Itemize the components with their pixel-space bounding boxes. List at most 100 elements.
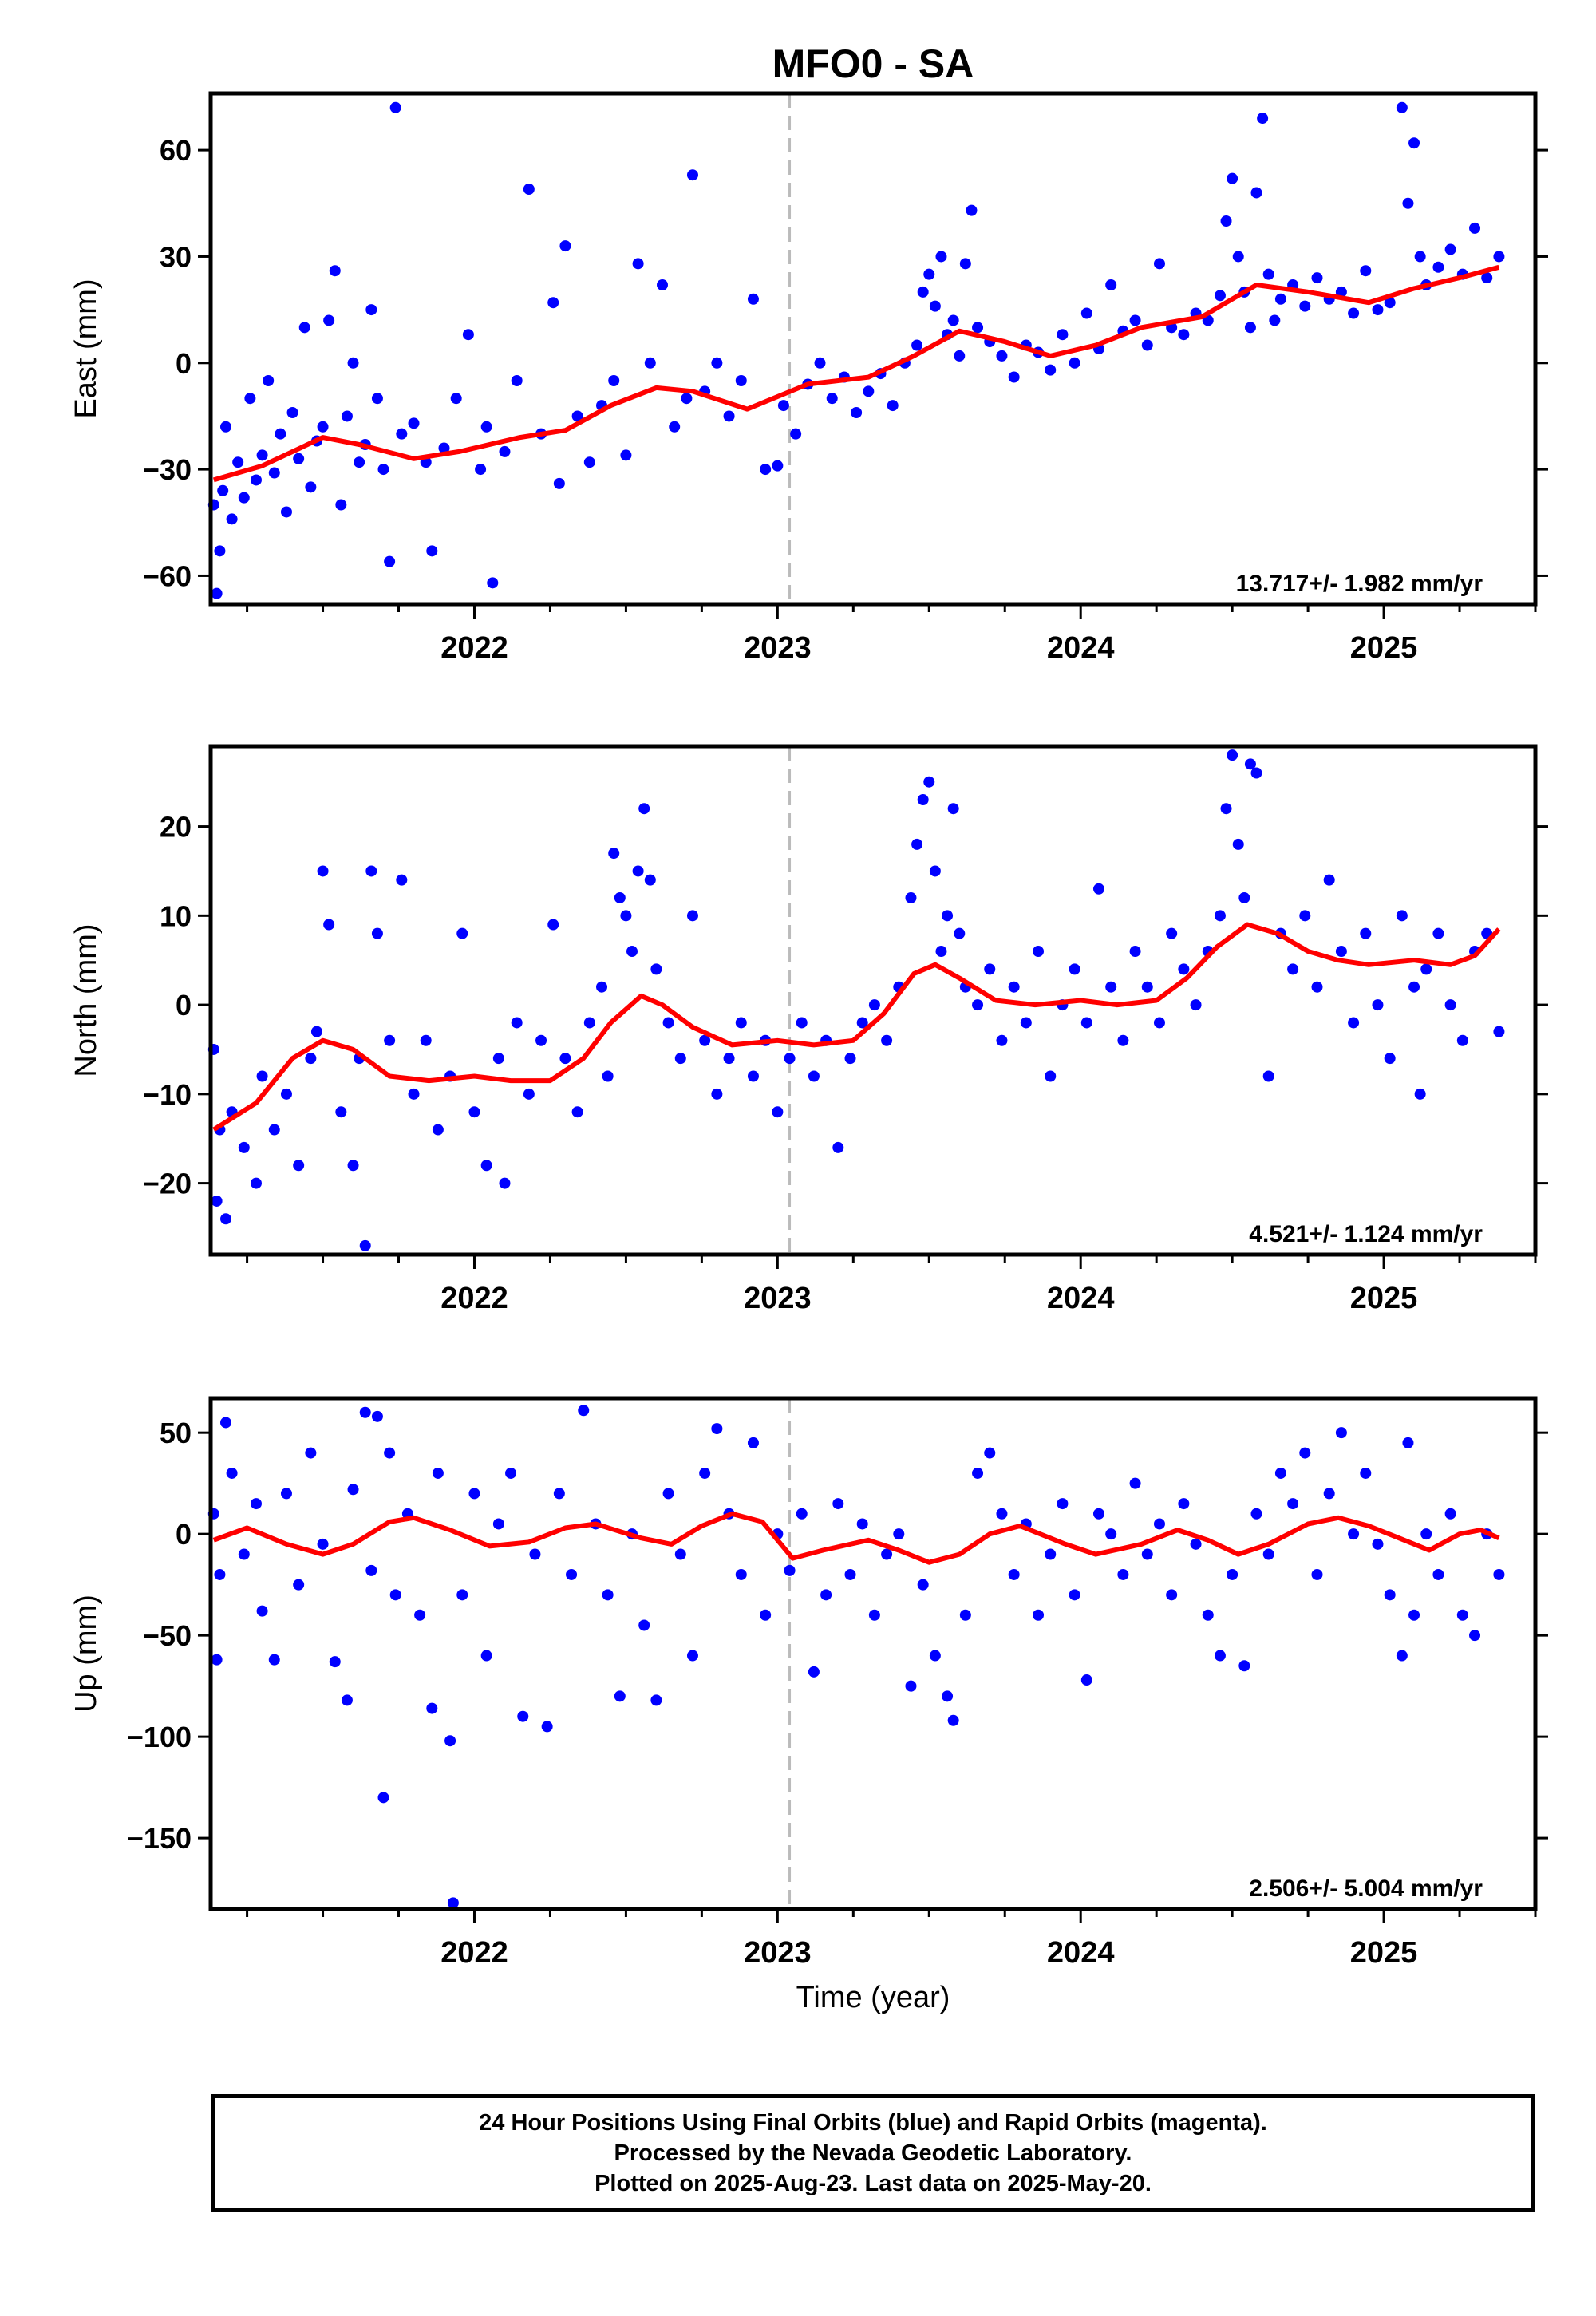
east-data-point: [681, 393, 693, 405]
north-data-point: [1250, 767, 1262, 779]
east-y-tick-label: −60: [143, 559, 192, 592]
up-data-point: [480, 1650, 492, 1662]
up-data-point: [1396, 1650, 1408, 1662]
up-data-point: [1348, 1528, 1360, 1540]
north-data-point: [1033, 946, 1045, 958]
north-data-point: [1262, 1070, 1274, 1082]
up-data-point: [517, 1710, 529, 1722]
up-data-point: [529, 1548, 541, 1560]
east-data-point: [608, 375, 620, 386]
east-data-point: [487, 577, 499, 589]
north-data-point: [335, 1106, 347, 1118]
east-data-point: [826, 393, 838, 405]
up-data-point: [760, 1609, 772, 1621]
north-data-point: [384, 1034, 396, 1046]
north-data-point: [626, 946, 638, 958]
east-data-point: [250, 474, 262, 486]
north-data-point: [1323, 874, 1335, 886]
north-data-point: [1432, 927, 1444, 939]
east-data-point: [329, 265, 341, 277]
east-data-point: [317, 421, 329, 433]
north-data-point: [238, 1141, 250, 1153]
north-data-point: [935, 946, 947, 958]
east-data-point: [644, 357, 656, 369]
up-data-point: [959, 1609, 971, 1621]
caption-line-1: 24 Hour Positions Using Final Orbits (bl…: [479, 2110, 1267, 2136]
east-data-point: [298, 322, 310, 334]
east-data-point: [711, 357, 723, 369]
north-data-point: [1129, 946, 1141, 958]
north-data-point: [662, 1017, 674, 1029]
up-data-point: [214, 1568, 226, 1580]
up-data-point: [784, 1564, 796, 1576]
up-data-point: [1262, 1548, 1274, 1560]
north-data-point: [1299, 910, 1311, 922]
north-data-point: [1493, 1026, 1505, 1037]
east-data-point: [1384, 297, 1396, 309]
east-data-point: [305, 481, 317, 493]
north-data-point: [772, 1106, 784, 1118]
up-data-point: [1456, 1609, 1468, 1621]
east-x-tick-label: 2023: [744, 631, 812, 665]
up-data-point: [371, 1410, 383, 1422]
east-data-point: [996, 350, 1008, 362]
caption-line-3: Plotted on 2025-Aug-23. Last data on 202…: [595, 2171, 1152, 2196]
east-data-point: [790, 428, 802, 440]
north-data-point: [881, 1034, 893, 1046]
east-data-point: [547, 297, 559, 309]
up-data-point: [1227, 1568, 1238, 1580]
up-data-point: [566, 1568, 578, 1580]
east-y-tick-label: 0: [176, 347, 192, 380]
north-data-point: [1311, 981, 1323, 993]
north-data-point: [868, 999, 880, 1011]
east-data-point: [911, 339, 923, 351]
up-data-point: [238, 1548, 250, 1560]
up-data-point: [638, 1619, 650, 1631]
north-data-point: [347, 1160, 359, 1172]
north-x-tick-label: 2025: [1350, 1282, 1418, 1315]
north-data-point: [1166, 927, 1178, 939]
up-data-point: [414, 1609, 426, 1621]
north-data-point: [1220, 803, 1232, 815]
north-data-point: [644, 874, 656, 886]
up-data-point: [1250, 1508, 1262, 1520]
east-data-point: [384, 555, 396, 567]
north-y-axis-label: North (mm): [69, 923, 103, 1077]
east-data-point: [917, 286, 929, 298]
east-data-point: [323, 314, 335, 326]
east-data-point: [1348, 307, 1360, 319]
north-data-point: [323, 919, 335, 931]
east-data-point: [747, 293, 759, 305]
panel-north: −20 −10 0 10 20 2022 2023 2024 2025 North (mm) 4.5…: [69, 744, 1548, 1315]
caption-box: 24 Hour Positions Using Final Orbits (bl…: [211, 2094, 1535, 2212]
north-data-point: [638, 803, 650, 815]
east-data-point: [656, 279, 668, 290]
north-data-point: [1117, 1034, 1129, 1046]
north-x-tick-label: 2024: [1047, 1282, 1115, 1315]
up-data-point: [280, 1488, 292, 1500]
east-data-point: [760, 464, 772, 476]
north-data-point: [1335, 946, 1347, 958]
up-x-tick-label: 2022: [440, 1936, 508, 1970]
north-data-point: [523, 1088, 535, 1100]
up-data-point: [456, 1589, 468, 1601]
east-data-point: [1481, 272, 1493, 284]
east-data-point: [1372, 304, 1384, 316]
north-data-point: [832, 1141, 844, 1153]
north-data-point: [784, 1053, 796, 1065]
up-data-point: [1408, 1609, 1420, 1621]
north-data-point: [711, 1088, 723, 1100]
up-data-point: [226, 1467, 238, 1479]
up-y-tick-label: −50: [143, 1619, 192, 1652]
north-data-point: [972, 999, 984, 1011]
up-data-point: [432, 1467, 444, 1479]
up-y-tick-label: 50: [160, 1417, 192, 1449]
east-x-tick-label: 2022: [440, 631, 508, 665]
north-data-point: [911, 838, 923, 850]
north-y-tick-label: −20: [143, 1168, 192, 1200]
north-frame: [208, 744, 1538, 1257]
east-data-point: [1220, 215, 1232, 227]
east-data-point: [735, 375, 747, 386]
up-data-point: [377, 1792, 389, 1804]
